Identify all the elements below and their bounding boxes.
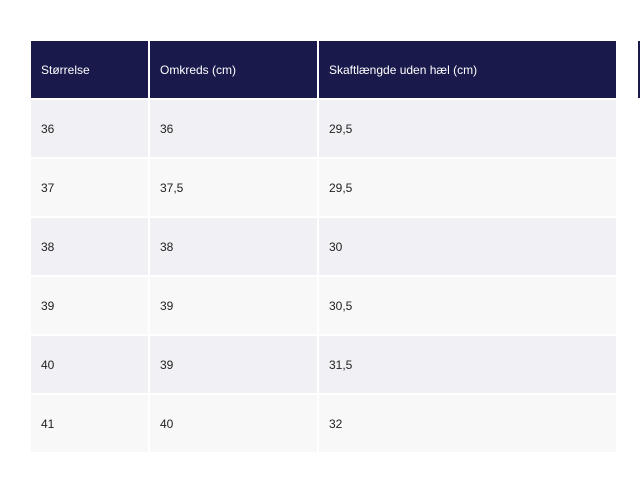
cell-shaft-length: 32	[319, 395, 616, 454]
cell-shaft-length: 29,5	[319, 100, 616, 159]
cell-size: 41	[31, 395, 150, 454]
cell-shaft-length: 30,5	[319, 277, 616, 336]
cell-circumference: 39	[150, 336, 319, 395]
table-header: Størrelse Omkreds (cm) Skaftlængde uden …	[31, 41, 616, 100]
cell-size: 36	[31, 100, 150, 159]
table-row: 39 39 30,5	[31, 277, 616, 336]
table-row: 37 37,5 29,5	[31, 159, 616, 218]
cell-circumference: 39	[150, 277, 319, 336]
table-row: 40 39 31,5	[31, 336, 616, 395]
cell-shaft-length: 31,5	[319, 336, 616, 395]
header-size: Størrelse	[31, 41, 150, 100]
cell-size: 39	[31, 277, 150, 336]
cell-size: 40	[31, 336, 150, 395]
cell-shaft-length: 30	[319, 218, 616, 277]
table-row: 36 36 29,5	[31, 100, 616, 159]
table-header-row: Størrelse Omkreds (cm) Skaftlængde uden …	[31, 41, 616, 100]
size-chart-table: Størrelse Omkreds (cm) Skaftlængde uden …	[31, 41, 616, 454]
header-circumference: Omkreds (cm)	[150, 41, 319, 100]
cell-circumference: 40	[150, 395, 319, 454]
cell-circumference: 38	[150, 218, 319, 277]
table-row: 38 38 30	[31, 218, 616, 277]
header-shaft-length: Skaftlængde uden hæl (cm)	[319, 41, 616, 100]
cell-size: 38	[31, 218, 150, 277]
table-body: 36 36 29,5 37 37,5 29,5 38 38 30 39 39 3…	[31, 100, 616, 454]
cell-circumference: 37,5	[150, 159, 319, 218]
cell-shaft-length: 29,5	[319, 159, 616, 218]
cell-size: 37	[31, 159, 150, 218]
table-row: 41 40 32	[31, 395, 616, 454]
next-table-edge	[638, 41, 640, 98]
cell-circumference: 36	[150, 100, 319, 159]
